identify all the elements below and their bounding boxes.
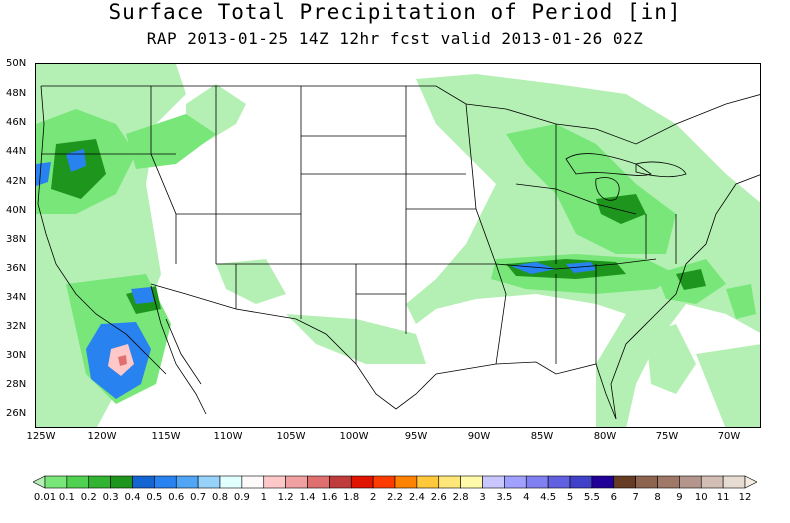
colorbar-label: 0.6 [168, 492, 185, 503]
colorbar-label: 5 [566, 492, 574, 503]
colorbar-cell-14 [329, 475, 352, 489]
colorbar-label: 0.3 [102, 492, 119, 503]
colorbar-label: 0.2 [80, 492, 97, 503]
colorbar-cell-7 [175, 475, 199, 489]
lon-label-75w: 75W [655, 431, 679, 442]
lon-label-70w: 70W [717, 431, 741, 442]
colorbar-label: 3 [479, 492, 486, 503]
colorbar-cell-17 [394, 475, 418, 489]
colorbar-label: 6 [610, 492, 617, 503]
colorbar-label: 1.2 [277, 492, 294, 503]
colorbar-cell-1 [44, 475, 68, 489]
colorbar-label: 12 [738, 492, 752, 503]
colorbar-label: 11 [716, 492, 730, 503]
lon-label-105w: 105W [276, 431, 306, 442]
colorbar-cell-26 [591, 475, 615, 489]
lat-label-28n: 28N [6, 379, 27, 390]
colorbar-label: 4 [523, 492, 530, 503]
colorbar-cell-19 [438, 475, 461, 489]
lat-label-26n: 26N [6, 408, 27, 419]
lat-label-38n: 38N [6, 234, 27, 245]
map-title: Surface Total Precipitation of Period [i… [108, 0, 682, 24]
colorbar-label: 0.01 [33, 492, 57, 503]
colorbar-label: 1.6 [321, 492, 338, 503]
colorbar-label: 1 [260, 492, 267, 503]
colorbar-label: 8 [654, 492, 661, 503]
colorbar-cell-6 [154, 475, 177, 489]
precipitation-map [35, 63, 761, 428]
colorbar-cell-18 [416, 475, 440, 489]
colorbar-cell-13 [307, 475, 330, 489]
colorbar-label: 2 [369, 492, 377, 503]
lon-label-95w: 95W [404, 431, 428, 442]
colorbar-cell-22 [504, 475, 527, 489]
map-canvas [36, 64, 760, 427]
colorbar-cell-16 [372, 475, 396, 489]
colorbar-cell-11 [263, 475, 286, 489]
colorbar-cell-4 [110, 475, 133, 489]
colorbar-cell-30 [679, 475, 702, 489]
colorbar-label: 2.6 [430, 492, 447, 503]
lon-label-85w: 85W [530, 431, 554, 442]
colorbar-cell-12 [285, 475, 308, 489]
lat-label-32n: 32N [6, 321, 27, 332]
colorbar-label: 0.8 [212, 492, 228, 503]
colorbar-cell-25 [569, 475, 593, 489]
lat-label-50n: 50N [6, 58, 27, 69]
colorbar-label: 0.7 [190, 492, 207, 503]
colorbar-label: 4.5 [540, 492, 557, 503]
colorbar-cell-9 [219, 475, 243, 489]
colorbar-label: 7 [632, 492, 639, 503]
colorbar-label: 2.8 [452, 492, 469, 503]
colorbar-cell-5 [132, 475, 155, 489]
colorbar-label: 0.1 [58, 492, 75, 503]
colorbar-label: 2.4 [408, 492, 425, 503]
colorbar-cell-27 [613, 475, 636, 489]
lon-label-120w: 120W [87, 431, 117, 442]
colorbar-cell-20 [460, 475, 483, 489]
lon-label-115w: 115W [151, 431, 181, 442]
colorbar-label: 0.9 [233, 492, 250, 503]
colorbar-cell-24 [547, 475, 571, 489]
colorbar-cell-10 [241, 475, 265, 489]
colorbar-label: 9 [676, 492, 683, 503]
colorbar-cell-15 [350, 475, 374, 489]
colorbar-cell-32 [722, 475, 746, 489]
colorbar-label: 1.8 [343, 492, 360, 503]
lon-label-90w: 90W [467, 431, 491, 442]
lat-label-30n: 30N [6, 350, 27, 361]
lon-label-100w: 100W [339, 431, 369, 442]
colorbar-cell-3 [88, 475, 111, 489]
colorbar-cell-23 [525, 475, 549, 489]
colorbar-label: 0.4 [124, 492, 141, 503]
colorbar-cell-2 [66, 475, 90, 489]
colorbar-label: 3.5 [496, 492, 513, 503]
colorbar-label: 0.5 [146, 492, 163, 503]
map-boundaries [37, 85, 760, 420]
colorbar-cell-0 [33, 475, 46, 489]
lat-label-46n: 46N [6, 117, 27, 128]
map-subtitle: RAP 2013-01-25 14Z 12hr fcst valid 2013-… [146, 29, 644, 48]
colorbar [33, 475, 757, 489]
lon-label-125w: 125W [26, 431, 56, 442]
colorbar-cell-21 [482, 475, 505, 489]
lat-label-48n: 48N [6, 88, 27, 99]
lat-label-36n: 36N [6, 263, 27, 274]
colorbar-cell-29 [657, 475, 680, 489]
colorbar-cell-33 [744, 475, 757, 489]
lat-label-44n: 44N [6, 146, 27, 157]
colorbar-label: 2.2 [387, 492, 403, 503]
lat-label-34n: 34N [6, 292, 27, 303]
colorbar-label: 5.5 [583, 492, 600, 503]
colorbar-cell-8 [197, 475, 221, 489]
colorbar-label: 10 [694, 492, 708, 503]
precip-core-red [118, 355, 127, 366]
colorbar-cell-31 [700, 475, 724, 489]
lat-label-42n: 42N [6, 176, 27, 187]
lon-label-110w: 110W [213, 431, 243, 442]
colorbar-label: 1.4 [299, 492, 316, 503]
lon-label-80w: 80W [593, 431, 617, 442]
colorbar-cell-28 [635, 475, 658, 489]
lat-label-40n: 40N [6, 205, 27, 216]
